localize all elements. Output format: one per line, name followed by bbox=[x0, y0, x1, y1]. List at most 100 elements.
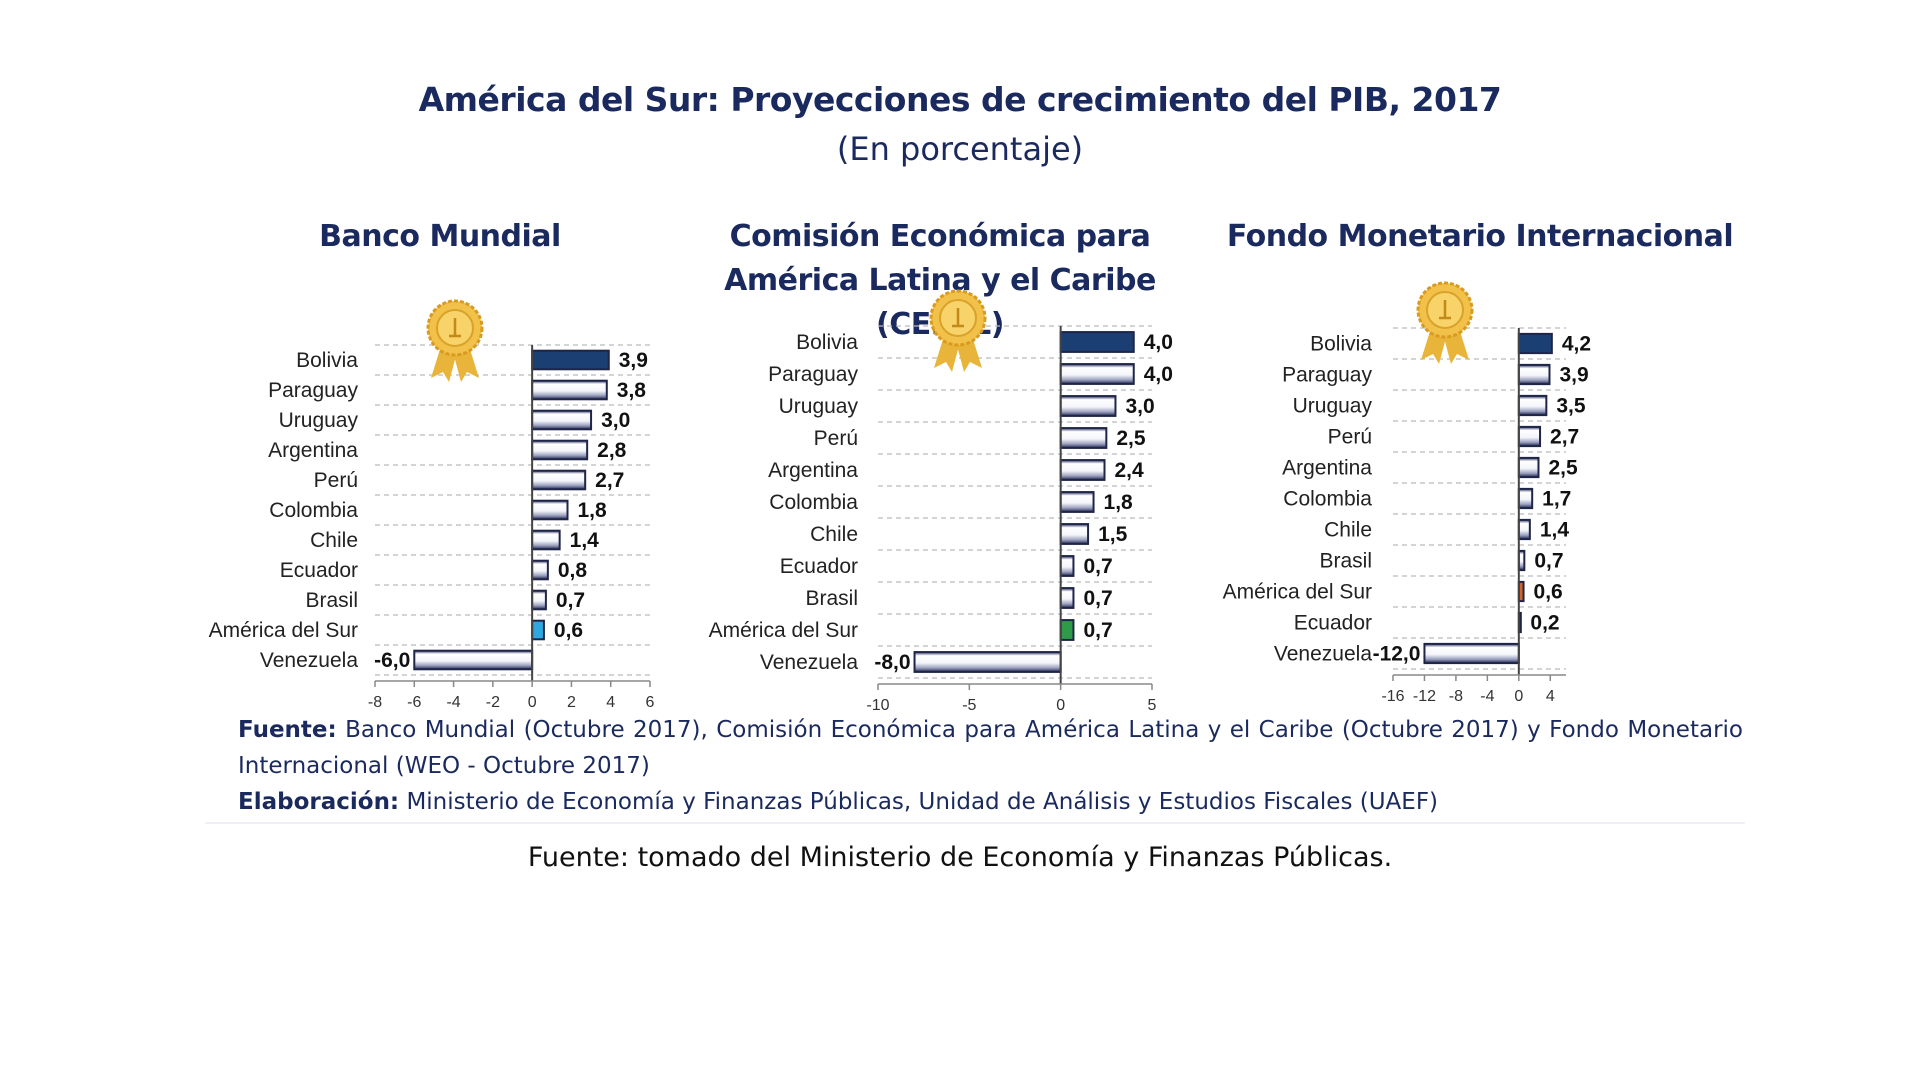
category-label: Argentina bbox=[268, 439, 358, 462]
bar-uruguay bbox=[1517, 394, 1548, 417]
x-tick-label: -12 bbox=[1413, 688, 1436, 705]
bar-venezuela bbox=[1423, 642, 1520, 665]
x-tick-label: -8 bbox=[1449, 688, 1463, 705]
gold-medal-icon bbox=[1416, 281, 1474, 364]
bar-chile bbox=[531, 529, 561, 551]
category-label: Argentina bbox=[1282, 457, 1372, 480]
value-label: 2,5 bbox=[1548, 457, 1578, 480]
bar-america-del-sur bbox=[1059, 619, 1075, 641]
bar-paraguay bbox=[1059, 363, 1135, 385]
bar-uruguay bbox=[1059, 395, 1117, 417]
value-label: 0,7 bbox=[556, 589, 585, 612]
figure-caption: Fuente: tomado del Ministerio de Economí… bbox=[527, 842, 1393, 873]
category-label: Chile bbox=[310, 529, 358, 552]
footer-elaboration: Elaboración: Ministerio de Economía y Fi… bbox=[238, 784, 1743, 820]
value-label: 3,0 bbox=[1125, 395, 1154, 418]
category-label: Bolivia bbox=[1310, 333, 1372, 356]
value-label: -12,0 bbox=[1373, 643, 1421, 666]
bar-colombia bbox=[1517, 487, 1534, 510]
category-label: Ecuador bbox=[1294, 612, 1372, 635]
category-label: Brasil bbox=[1319, 550, 1372, 573]
value-label: 3,8 bbox=[617, 379, 647, 402]
value-label: -8,0 bbox=[874, 651, 910, 674]
category-label: Bolivia bbox=[296, 349, 358, 372]
value-label: 1,8 bbox=[578, 499, 608, 522]
x-tick-label: 6 bbox=[646, 694, 655, 711]
bar-paraguay bbox=[1517, 363, 1551, 386]
footer-elaboration-label: Elaboración: bbox=[238, 789, 400, 815]
x-tick-label: -6 bbox=[407, 694, 421, 711]
category-label: Perú bbox=[1328, 426, 1372, 449]
gold-medal-icon bbox=[426, 299, 484, 382]
value-label: 1,7 bbox=[1542, 488, 1571, 511]
footer-source: Fuente: Banco Mundial (Octubre 2017), Co… bbox=[238, 712, 1743, 784]
category-label: Venezuela bbox=[760, 651, 858, 674]
bar-colombia bbox=[1059, 491, 1095, 513]
chart-main-title: América del Sur: Proyecciones de crecimi… bbox=[418, 80, 1502, 119]
category-label: Venezuela bbox=[1274, 643, 1372, 666]
category-label: América del Sur bbox=[709, 619, 858, 642]
category-label: Argentina bbox=[768, 459, 858, 482]
category-label: Uruguay bbox=[779, 395, 859, 418]
panel-title-fmi: Fondo Monetario Internacional bbox=[1226, 219, 1734, 254]
value-label: 0,8 bbox=[558, 559, 588, 582]
bar-chile bbox=[1059, 523, 1090, 545]
value-label: 0,7 bbox=[1534, 550, 1563, 573]
category-label: Paraguay bbox=[1282, 364, 1372, 387]
x-tick-label: -4 bbox=[446, 694, 460, 711]
category-label: Colombia bbox=[269, 499, 358, 522]
bar-ecuador bbox=[1059, 555, 1075, 577]
bar-ecuador bbox=[531, 559, 549, 581]
value-label: 0,2 bbox=[1530, 612, 1559, 635]
value-label: 1,4 bbox=[1540, 519, 1570, 542]
value-label: -6,0 bbox=[374, 649, 410, 672]
category-label: Ecuador bbox=[280, 559, 358, 582]
category-label: Brasil bbox=[305, 589, 358, 612]
bar-america-del-sur bbox=[1517, 580, 1525, 603]
footer-source-text: Banco Mundial (Octubre 2017), Comisión E… bbox=[238, 717, 1743, 779]
value-label: 0,7 bbox=[1083, 619, 1112, 642]
bar-uruguay bbox=[531, 409, 593, 431]
value-label: 2,7 bbox=[1550, 426, 1579, 449]
value-label: 3,0 bbox=[601, 409, 630, 432]
category-label: Colombia bbox=[769, 491, 858, 514]
value-label: 4,0 bbox=[1144, 363, 1173, 386]
value-label: 0,6 bbox=[554, 619, 583, 642]
bar-brasil bbox=[531, 589, 547, 611]
category-label: Paraguay bbox=[268, 379, 358, 402]
category-label: Colombia bbox=[1283, 488, 1372, 511]
value-label: 3,5 bbox=[1556, 395, 1586, 418]
bar-brasil bbox=[1059, 587, 1075, 609]
panel-title-banco-mundial: Banco Mundial bbox=[319, 219, 561, 254]
x-tick-label: -4 bbox=[1480, 688, 1494, 705]
value-label: 2,7 bbox=[595, 469, 624, 492]
category-label: América del Sur bbox=[1223, 581, 1372, 604]
bar-ecuador bbox=[1517, 611, 1522, 634]
footer-elaboration-text: Ministerio de Economía y Finanzas Públic… bbox=[399, 789, 1439, 815]
value-label: 0,7 bbox=[1083, 587, 1112, 610]
panel-title-cepal-line-1: Comisión Económica para bbox=[729, 219, 1151, 254]
value-label: 1,4 bbox=[570, 529, 600, 552]
bar-venezuela bbox=[913, 651, 1062, 673]
value-label: 1,8 bbox=[1104, 491, 1134, 514]
value-label: 3,9 bbox=[1559, 364, 1588, 387]
chart-subtitle: (En porcentaje) bbox=[836, 130, 1084, 168]
x-tick-label: -16 bbox=[1381, 688, 1404, 705]
bar-america-del-sur bbox=[531, 619, 545, 641]
value-label: 0,6 bbox=[1534, 581, 1563, 604]
category-label: Uruguay bbox=[279, 409, 359, 432]
bar-peru bbox=[1059, 427, 1108, 449]
x-tick-label: 4 bbox=[1546, 688, 1555, 705]
panel-title-cepal-line-2: América Latina y el Caribe (CEPAL) bbox=[724, 263, 1156, 342]
category-label: Venezuela bbox=[260, 649, 358, 672]
category-label: Chile bbox=[810, 523, 858, 546]
footer-divider bbox=[205, 822, 1745, 824]
value-label: 1,5 bbox=[1098, 523, 1128, 546]
value-label: 0,7 bbox=[1083, 555, 1112, 578]
x-tick-label: -8 bbox=[368, 694, 382, 711]
x-tick-label: -2 bbox=[486, 694, 500, 711]
bar-argentina bbox=[531, 439, 589, 461]
x-tick-label: 0 bbox=[528, 694, 537, 711]
bar-venezuela bbox=[413, 649, 534, 671]
category-label: Paraguay bbox=[768, 363, 858, 386]
